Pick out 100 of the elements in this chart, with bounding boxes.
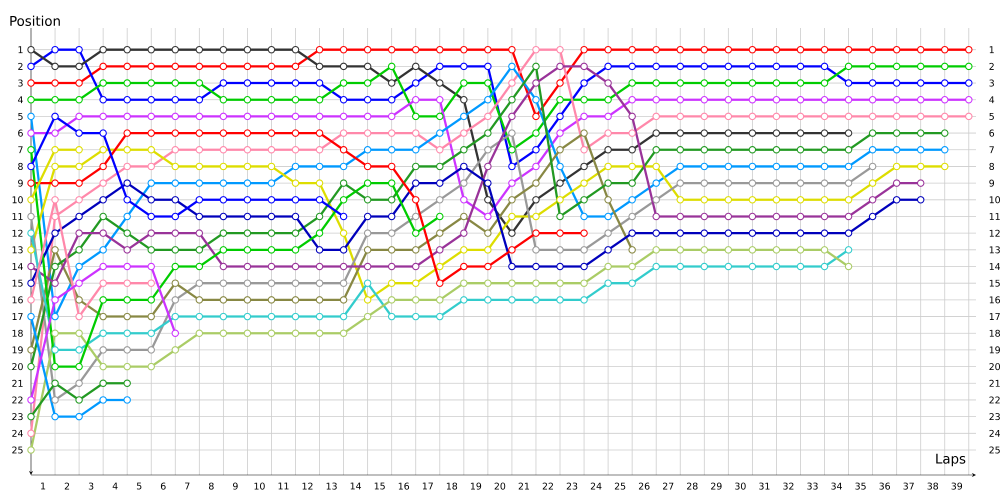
point — [868, 179, 876, 187]
point — [796, 229, 804, 237]
point — [244, 146, 252, 154]
point — [220, 312, 228, 320]
point — [99, 46, 107, 54]
point — [268, 330, 276, 337]
point — [916, 112, 924, 120]
point — [75, 62, 83, 70]
x-tick-label: 16 — [398, 482, 410, 490]
point — [27, 62, 35, 70]
point — [628, 129, 636, 137]
point — [388, 79, 396, 87]
point — [556, 79, 564, 87]
y-tick-label: 14 — [12, 263, 23, 270]
point — [796, 246, 804, 254]
point — [484, 196, 492, 204]
point — [700, 246, 708, 254]
point — [796, 96, 804, 104]
point — [676, 162, 684, 170]
point — [508, 229, 516, 237]
point — [51, 312, 59, 320]
point — [868, 146, 876, 154]
point — [364, 196, 372, 204]
point — [532, 262, 540, 270]
point — [340, 312, 348, 320]
point — [772, 229, 780, 237]
point — [244, 212, 252, 220]
point — [364, 146, 372, 154]
point — [820, 146, 828, 154]
point — [820, 96, 828, 104]
point — [27, 362, 35, 370]
point — [965, 46, 973, 54]
point — [27, 430, 35, 438]
point — [844, 262, 852, 270]
point — [676, 246, 684, 254]
point — [123, 62, 131, 70]
point — [868, 79, 876, 87]
point — [484, 79, 492, 87]
point — [75, 262, 83, 270]
point — [147, 196, 155, 204]
y-tick-label: 17 — [12, 313, 23, 320]
point — [700, 96, 708, 104]
point — [388, 129, 396, 137]
point — [123, 346, 131, 354]
point — [51, 296, 59, 304]
point — [99, 380, 107, 388]
point — [892, 79, 900, 87]
y-tick-label: 9 — [18, 180, 23, 187]
point — [820, 46, 828, 54]
point — [99, 179, 107, 187]
point — [123, 46, 131, 54]
y-tick-label: 23 — [12, 413, 23, 420]
y2-tick-label: 6 — [989, 130, 994, 137]
point — [316, 262, 324, 270]
y2-tick-label: 17 — [990, 313, 1000, 320]
point — [123, 96, 131, 104]
point — [27, 46, 35, 54]
point — [388, 179, 396, 187]
point — [388, 46, 396, 54]
point — [316, 229, 324, 237]
point — [844, 62, 852, 70]
point — [748, 96, 756, 104]
point — [147, 312, 155, 320]
point — [268, 229, 276, 237]
x-tick-label: 23 — [566, 482, 578, 490]
point — [724, 246, 732, 254]
point — [172, 146, 180, 154]
point — [436, 179, 444, 187]
point — [340, 146, 348, 154]
point — [388, 96, 396, 104]
point — [412, 296, 420, 304]
point — [532, 229, 540, 237]
point — [27, 129, 35, 137]
point — [412, 279, 420, 287]
point — [532, 146, 540, 154]
point — [508, 179, 516, 187]
point — [724, 46, 732, 54]
point — [292, 179, 300, 187]
point — [508, 62, 516, 70]
point — [27, 262, 35, 270]
point — [316, 96, 324, 104]
point — [892, 96, 900, 104]
point — [556, 229, 564, 237]
point — [604, 229, 612, 237]
point — [123, 212, 131, 220]
x-tick-label: 9 — [233, 482, 238, 490]
point — [436, 262, 444, 270]
point — [364, 296, 372, 304]
y-tick-label: 21 — [12, 380, 23, 387]
point — [700, 179, 708, 187]
point — [844, 46, 852, 54]
point — [340, 330, 348, 337]
y2-tick-label: 1 — [990, 46, 994, 54]
point — [340, 112, 348, 120]
point — [436, 212, 444, 220]
point — [580, 162, 588, 170]
point — [844, 112, 852, 120]
x-tick-label: 31 — [759, 482, 770, 490]
point — [364, 179, 372, 187]
point — [724, 196, 732, 204]
